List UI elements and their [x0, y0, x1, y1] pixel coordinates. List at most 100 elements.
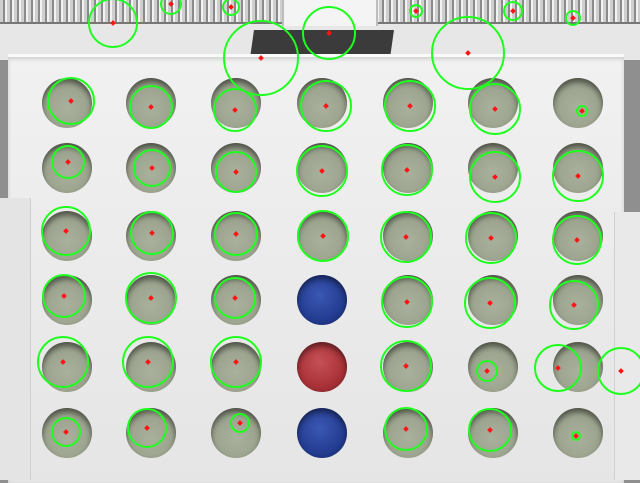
detection-circle — [465, 212, 517, 264]
detection-center-marker — [484, 368, 490, 374]
board-slot-r5-c7 — [553, 342, 603, 392]
detection-circle — [214, 277, 256, 319]
board-slot-r4-c6 — [468, 275, 518, 325]
detection-17 — [51, 145, 85, 179]
board-slot-r1-c6 — [468, 78, 518, 128]
detection-19 — [215, 151, 257, 193]
detection-circle — [300, 80, 352, 132]
detection-circle — [409, 4, 423, 18]
detection-center-marker — [326, 30, 332, 36]
detection-10 — [47, 77, 95, 125]
detection-circle — [297, 210, 349, 262]
detection-center-marker — [228, 4, 234, 10]
detection-circle — [213, 88, 257, 132]
board-slot-r6-c6 — [468, 408, 518, 458]
detection-9 — [431, 16, 505, 90]
detection-center-marker — [579, 108, 585, 114]
detection-circle — [565, 10, 581, 26]
detection-circle — [552, 215, 602, 265]
detection-circle — [384, 80, 436, 132]
detection-circle — [222, 0, 240, 16]
detection-circle — [42, 274, 86, 318]
detection-32 — [125, 272, 177, 324]
detection-4 — [223, 20, 299, 96]
detection-16 — [576, 105, 588, 117]
board-slot-r4-c4-blue-disc — [297, 275, 347, 325]
detection-13 — [300, 80, 352, 132]
detection-2 — [160, 0, 182, 15]
detection-circle — [88, 0, 138, 48]
detection-circle — [210, 336, 262, 388]
board-slot-r5-c3 — [211, 342, 261, 392]
detection-circle — [503, 1, 523, 21]
detection-center-marker — [570, 15, 576, 21]
detection-31 — [42, 274, 86, 318]
board-slot-r3-c7 — [553, 211, 603, 261]
detection-circle — [125, 272, 177, 324]
detection-35 — [464, 277, 516, 329]
detection-center-marker — [323, 103, 329, 109]
detection-center-marker — [65, 159, 71, 165]
detection-21 — [381, 144, 433, 196]
detection-center-marker — [233, 231, 239, 237]
detection-center-marker — [487, 427, 493, 433]
board-slot-r4-c3 — [211, 275, 261, 325]
disc-hopper — [282, 0, 378, 26]
detection-14 — [384, 80, 436, 132]
detection-circle — [47, 77, 95, 125]
detection-38 — [122, 336, 174, 388]
detection-circle — [37, 336, 89, 388]
detection-circle — [476, 360, 498, 382]
detection-center-marker — [403, 234, 409, 240]
detection-center-marker — [510, 8, 516, 14]
board-slot-r1-c7 — [553, 78, 603, 128]
detection-25 — [130, 211, 174, 255]
detection-center-marker — [233, 169, 239, 175]
board-slot-r6-c3 — [211, 408, 261, 458]
detection-circle — [380, 211, 432, 263]
detection-49 — [571, 431, 581, 441]
detection-20 — [296, 145, 348, 197]
detection-circle — [384, 407, 428, 451]
detection-circle — [130, 211, 174, 255]
detection-circle — [597, 347, 640, 395]
detection-center-marker — [110, 20, 116, 26]
detection-center-marker — [487, 300, 493, 306]
detection-center-marker — [573, 433, 579, 439]
detection-circle — [302, 6, 356, 60]
detection-center-marker — [237, 420, 243, 426]
detection-center-marker — [60, 359, 66, 365]
detection-center-marker — [488, 235, 494, 241]
detection-circle — [223, 20, 299, 96]
detection-30 — [552, 215, 602, 265]
detection-center-marker — [149, 230, 155, 236]
detection-circle — [534, 344, 582, 392]
detection-circle — [296, 145, 348, 197]
board-slot-r6-c2 — [126, 408, 176, 458]
detection-11 — [129, 85, 173, 129]
detection-40 — [380, 340, 432, 392]
detection-46 — [230, 413, 250, 433]
detection-center-marker — [403, 363, 409, 369]
board-slot-r3-c6 — [468, 211, 518, 261]
detection-center-marker — [145, 359, 151, 365]
detection-center-marker — [232, 295, 238, 301]
detection-center-marker — [403, 426, 409, 432]
detection-circle — [576, 105, 588, 117]
detection-center-marker — [320, 233, 326, 239]
detection-22 — [469, 151, 521, 203]
detection-circle — [380, 340, 432, 392]
detection-43 — [597, 347, 640, 395]
detection-center-marker — [465, 50, 471, 56]
detection-center-marker — [63, 429, 69, 435]
detection-center-marker — [413, 8, 419, 14]
detection-circle — [468, 408, 512, 452]
detection-34 — [381, 276, 433, 328]
detection-1 — [88, 0, 138, 48]
board-leg-left — [0, 198, 31, 480]
detection-circle — [230, 413, 250, 433]
detection-circle — [464, 277, 516, 329]
detection-center-marker — [68, 98, 74, 104]
detection-circle — [469, 83, 521, 135]
